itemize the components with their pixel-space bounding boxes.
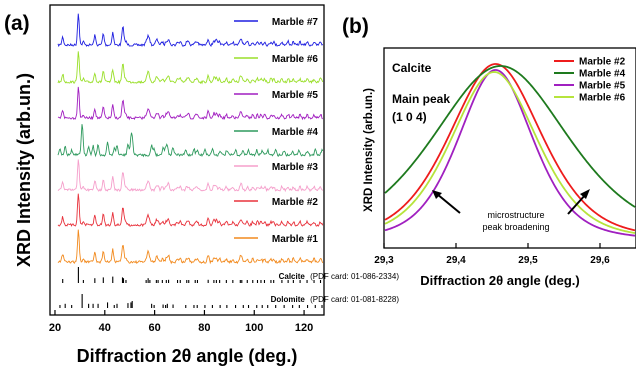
broadening-arrow-right xyxy=(567,189,590,215)
panel-a-tick-label: 40 xyxy=(99,322,111,334)
panel-a-x-label: Diffraction 2θ angle (deg.) xyxy=(77,346,298,366)
annotation-main-peak: Main peak xyxy=(392,92,450,106)
panel-a-tick-label: 20 xyxy=(49,322,61,334)
legend-b-label-marble-6: Marble #6 xyxy=(579,93,626,104)
panel-a-x-axis: 20 40 60 80 100 120 xyxy=(49,310,313,334)
panel-b: (b) Calcite Main peak (1 0 4) microstruc… xyxy=(342,15,636,288)
peak-marble-4 xyxy=(384,65,636,208)
panel-b-tick-label: 29,3 xyxy=(374,255,394,266)
panel-b-frame xyxy=(383,47,636,249)
annotation-microstructure: microstructure xyxy=(487,210,544,220)
annotation-hkl: (1 0 4) xyxy=(392,110,427,124)
panel-b-label: (b) xyxy=(342,15,369,38)
panel-a-tick-label: 100 xyxy=(245,322,263,334)
trace-marble-2 xyxy=(57,193,324,228)
calcite-ref-label: Calcite (PDF card: 01-086-2334) xyxy=(279,272,400,281)
panel-a-label: (a) xyxy=(4,12,30,35)
legend-label-marble-3: Marble #3 xyxy=(272,162,319,173)
panel-b-x-label: Diffraction 2θ angle (deg.) xyxy=(420,273,579,288)
panel-a-series-labels: Marble #7 Marble #6 Marble #5 Marble #4 Marb… xyxy=(234,17,318,245)
trace-marble-6 xyxy=(57,51,324,85)
legend-b-label-marble-5: Marble #5 xyxy=(579,81,626,92)
trace-marble-4 xyxy=(57,124,324,158)
legend-label-marble-1: Marble #1 xyxy=(272,234,319,245)
dolomite-ref-name: Dolomite xyxy=(271,295,306,304)
panel-b-y-label: XRD Intensity (arb.un.) xyxy=(363,88,375,212)
peak-marble-2 xyxy=(384,63,636,232)
panel-b-tick-label: 29,5 xyxy=(518,255,538,266)
panel-a-tick-label: 80 xyxy=(198,322,210,334)
trace-marble-7 xyxy=(57,13,324,48)
legend-label-marble-6: Marble #6 xyxy=(272,54,319,65)
legend-label-marble-7: Marble #7 xyxy=(272,17,319,28)
calcite-ref-name: Calcite xyxy=(279,272,306,281)
panel-a: (a) Calcite (PDF card: 01-086-2334) Dolo… xyxy=(4,4,400,366)
peak-marble-6 xyxy=(384,71,636,234)
calcite-ref-card: (PDF card: 01-086-2334) xyxy=(310,272,399,281)
legend-label-marble-5: Marble #5 xyxy=(272,90,319,101)
dolomite-ref-card: (PDF card: 01-081-8228) xyxy=(310,295,399,304)
annotation-broadening: peak broadening xyxy=(482,222,549,232)
legend-b-label-marble-2: Marble #2 xyxy=(579,57,626,68)
panel-a-tick-label: 60 xyxy=(148,322,160,334)
panel-a-tick-label: 120 xyxy=(295,322,313,334)
legend-label-marble-2: Marble #2 xyxy=(272,197,319,208)
panel-b-x-axis: 29,3 29,4 29,5 29,6 xyxy=(374,243,610,266)
panel-a-frame xyxy=(49,4,325,316)
panel-a-y-label: XRD Intensity (arb.un.) xyxy=(14,73,34,267)
trace-marble-1 xyxy=(57,229,324,265)
dolomite-ref-label: Dolomite (PDF card: 01-081-8228) xyxy=(271,295,400,304)
panel-b-tick-label: 29,4 xyxy=(446,255,466,266)
legend-b-label-marble-4: Marble #4 xyxy=(579,69,626,80)
legend-label-marble-4: Marble #4 xyxy=(272,127,319,138)
panel-b-traces xyxy=(384,63,636,237)
trace-marble-5 xyxy=(57,86,323,121)
trace-marble-3 xyxy=(57,159,324,193)
panel-a-reference-patterns xyxy=(59,267,323,308)
annotation-phase: Calcite xyxy=(392,61,432,75)
panel-b-tick-label: 29,6 xyxy=(590,255,610,266)
panel-a-traces xyxy=(57,13,324,265)
broadening-arrow-left xyxy=(432,190,461,214)
